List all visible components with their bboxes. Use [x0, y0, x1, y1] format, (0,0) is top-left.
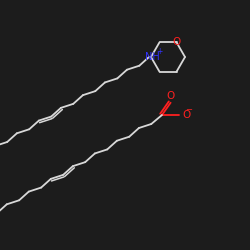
Text: −: − [186, 106, 192, 114]
Text: NH: NH [144, 52, 160, 62]
Text: O: O [166, 91, 175, 101]
Text: O: O [182, 110, 190, 120]
Text: O: O [172, 37, 180, 47]
Text: +: + [156, 48, 162, 56]
